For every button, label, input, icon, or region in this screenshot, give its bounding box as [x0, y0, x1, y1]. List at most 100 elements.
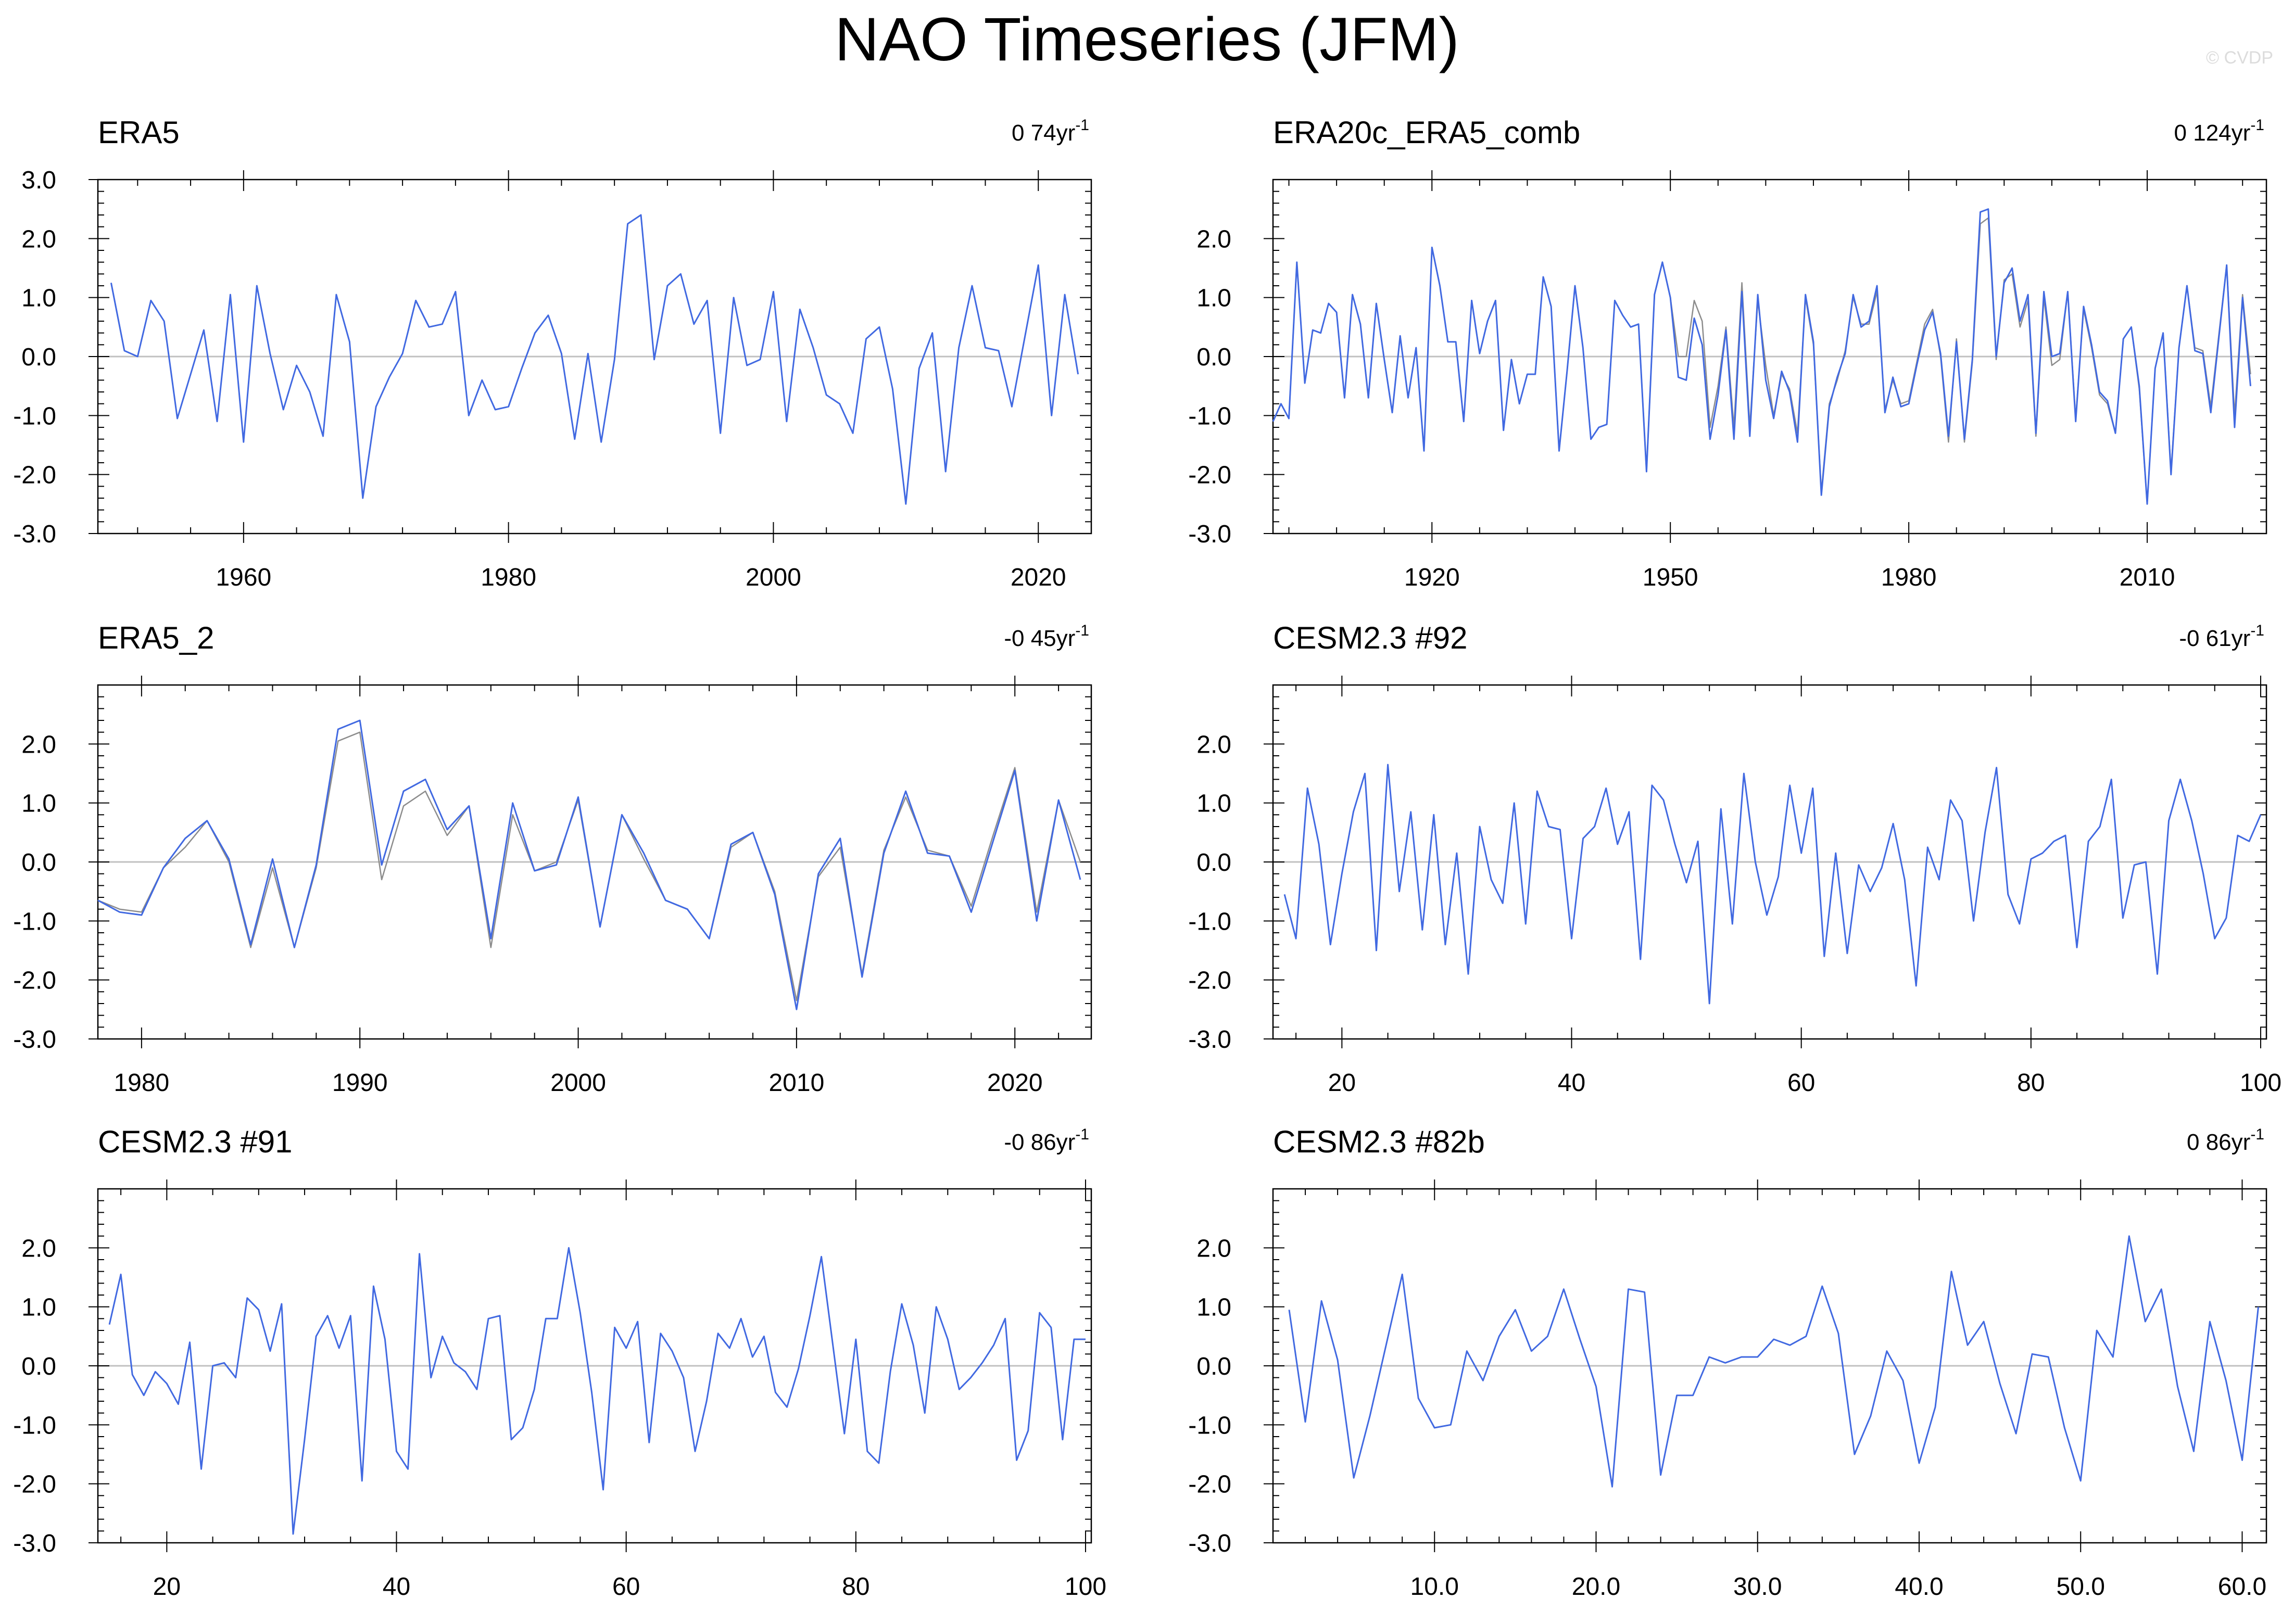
y-tick-label: -1.0 — [13, 402, 56, 430]
trend-exponent: -1 — [1075, 117, 1089, 134]
series-line-overlay — [1272, 217, 2251, 505]
x-tick-label: 40.0 — [1895, 1573, 1943, 1601]
series-line-main — [1272, 208, 2251, 505]
x-tick-label: 1980 — [1881, 564, 1937, 591]
y-tick-label: 1.0 — [1196, 1294, 1231, 1322]
y-tick-label: -3.0 — [13, 1026, 56, 1054]
x-tick-label: 10.0 — [1410, 1573, 1459, 1601]
chart-panel-1: -3.0 -2.0 -1.0 0.0 1.0 2.0 3.0 1960 1980 2000 2020… — [13, 115, 1092, 591]
x-tick-label: 100 — [1065, 1573, 1106, 1601]
y-tick-label: -3.0 — [1188, 1026, 1231, 1054]
x-tick-label: 2020 — [1011, 564, 1066, 591]
y-tick-label: 3.0 — [21, 167, 56, 194]
y-tick-label: -3.0 — [1188, 1530, 1231, 1557]
trend-value: 0 86yr — [2187, 1130, 2250, 1155]
panel-title: CESM2.3 #92 — [1273, 620, 1468, 655]
y-tick-label: -3.0 — [13, 1530, 56, 1557]
x-tick-label: 40 — [1558, 1069, 1585, 1097]
x-tick-label: 1980 — [114, 1069, 169, 1097]
y-tick-label: 0.0 — [1196, 1353, 1231, 1380]
x-tick-label: 1980 — [481, 564, 536, 591]
y-tick-label: 0.0 — [1196, 344, 1231, 371]
trend-value: -0 86yr — [1004, 1130, 1075, 1155]
chart-panel-6: -3.0 -2.0 -1.0 0.0 1.0 2.0 10.0 20.0 30.0 40.0 50.… — [1188, 1124, 2267, 1601]
trend-label: 0 74yr-1 — [1012, 117, 1089, 146]
x-tick-label: 2010 — [2120, 564, 2175, 591]
watermark: © CVDP — [2206, 48, 2273, 68]
chart-panel-4: -3.0 -2.0 -1.0 0.0 1.0 2.0 20 40 60 80 100 CESM2.3 … — [1188, 620, 2282, 1097]
panel-title: ERA20c_ERA5_comb — [1273, 115, 1580, 150]
y-tick-label: -1.0 — [13, 1412, 56, 1439]
x-tick-label: 2000 — [550, 1069, 606, 1097]
trend-label: -0 86yr-1 — [1004, 1126, 1089, 1155]
y-tick-label: 0.0 — [1196, 849, 1231, 877]
y-tick-label: 1.0 — [21, 1294, 56, 1322]
trend-value: -0 45yr — [1004, 626, 1075, 651]
x-tick-label: 50.0 — [2057, 1573, 2105, 1601]
y-tick-label: -3.0 — [1188, 521, 1231, 548]
y-tick-label: 0.0 — [21, 1353, 56, 1380]
chart-panel-5: -3.0 -2.0 -1.0 0.0 1.0 2.0 20 40 60 80 100 CESM2.3 … — [13, 1124, 1106, 1601]
series-line-main — [108, 1247, 1086, 1535]
y-tick-label: -2.0 — [13, 1471, 56, 1499]
x-tick-label: 2020 — [987, 1069, 1043, 1097]
y-tick-label: -2.0 — [13, 967, 56, 995]
panel-title: CESM2.3 #82b — [1273, 1124, 1485, 1159]
trend-label: -0 61yr-1 — [2179, 622, 2264, 651]
y-tick-label: -2.0 — [1188, 462, 1231, 489]
chart-panel-2: -3.0 -2.0 -1.0 0.0 1.0 2.0 1920 1950 1980 2010 ERA… — [1188, 115, 2267, 591]
y-tick-label: -1.0 — [13, 908, 56, 935]
y-tick-label: -2.0 — [1188, 1471, 1231, 1499]
x-tick-label: 60.0 — [2218, 1573, 2266, 1601]
trend-exponent: -1 — [2250, 1126, 2264, 1143]
trend-label: 0 86yr-1 — [2187, 1126, 2264, 1155]
x-tick-label: 60 — [1787, 1069, 1815, 1097]
x-tick-label: 100 — [2240, 1069, 2282, 1097]
x-tick-label: 20.0 — [1572, 1573, 1620, 1601]
x-tick-label: 40 — [383, 1573, 410, 1601]
y-tick-label: 2.0 — [21, 1235, 56, 1262]
series-line-main — [1283, 764, 2262, 1005]
y-tick-label: 1.0 — [21, 285, 56, 312]
x-tick-label: 1990 — [332, 1069, 388, 1097]
y-tick-label: 0.0 — [21, 344, 56, 371]
panel-title: ERA5 — [98, 115, 180, 150]
trend-exponent: -1 — [1075, 1126, 1089, 1143]
x-tick-label: 1960 — [216, 564, 271, 591]
y-tick-label: 0.0 — [21, 849, 56, 877]
x-tick-label: 60 — [612, 1573, 640, 1601]
trend-value: 0 74yr — [1012, 120, 1075, 146]
trend-label: 0 124yr-1 — [2174, 117, 2264, 146]
trend-label: -0 45yr-1 — [1004, 622, 1089, 651]
y-tick-label: -2.0 — [13, 462, 56, 489]
trend-value: -0 61yr — [2179, 626, 2250, 651]
y-tick-label: 2.0 — [21, 731, 56, 758]
y-tick-label: 1.0 — [21, 790, 56, 818]
y-tick-label: -2.0 — [1188, 967, 1231, 995]
y-tick-label: 2.0 — [21, 225, 56, 253]
trend-exponent: -1 — [1075, 622, 1089, 639]
series-line-main — [97, 719, 1081, 1010]
y-tick-label: 1.0 — [1196, 790, 1231, 818]
y-tick-label: -1.0 — [1188, 1412, 1231, 1439]
x-tick-label: 30.0 — [1733, 1573, 1782, 1601]
y-tick-label: -1.0 — [1188, 402, 1231, 430]
x-tick-label: 1920 — [1404, 564, 1460, 591]
x-tick-label: 2000 — [746, 564, 801, 591]
main-title: NAO Timeseries (JFM) — [835, 5, 1459, 74]
x-tick-label: 80 — [2017, 1069, 2045, 1097]
series-line-main — [1288, 1235, 2259, 1488]
trend-value: 0 124yr — [2174, 120, 2251, 146]
x-tick-label: 1950 — [1643, 564, 1698, 591]
x-tick-label: 2010 — [768, 1069, 824, 1097]
x-tick-label: 20 — [1328, 1069, 1356, 1097]
y-tick-label: 2.0 — [1196, 731, 1231, 758]
y-tick-label: 2.0 — [1196, 1235, 1231, 1262]
y-tick-label: -1.0 — [1188, 908, 1231, 935]
panel-title: ERA5_2 — [98, 620, 214, 655]
x-tick-label: 20 — [153, 1573, 181, 1601]
trend-exponent: -1 — [2250, 117, 2264, 134]
y-tick-label: -3.0 — [13, 521, 56, 548]
series-line-main — [110, 214, 1079, 505]
y-tick-label: 1.0 — [1196, 285, 1231, 312]
